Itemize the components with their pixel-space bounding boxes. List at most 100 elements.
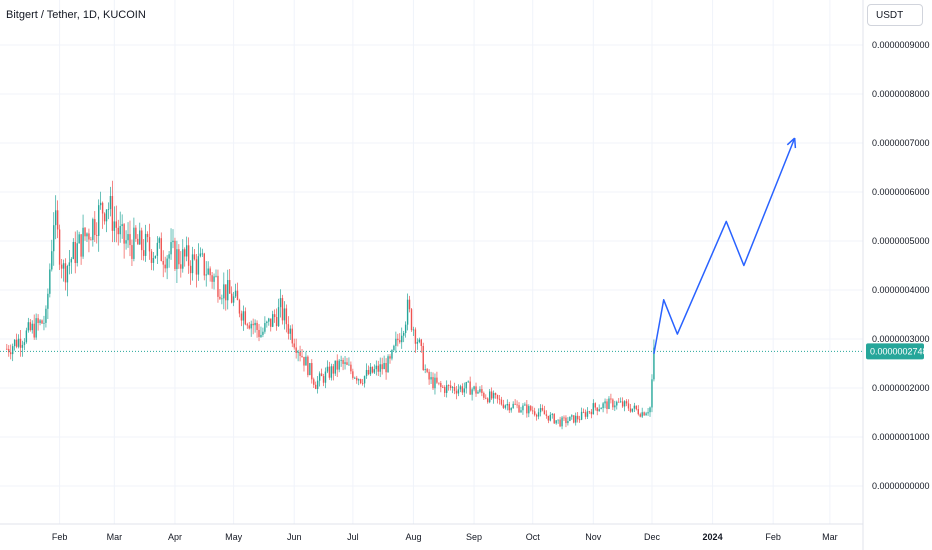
- candle-body: [342, 360, 344, 364]
- candle-body: [516, 404, 518, 406]
- candle-body: [340, 360, 342, 361]
- candle-body: [98, 205, 100, 236]
- candle-body: [217, 275, 219, 297]
- candle-body: [506, 404, 508, 406]
- candle-body: [82, 227, 84, 257]
- candle-body: [612, 399, 614, 408]
- candle-body: [401, 335, 403, 343]
- candle-body: [76, 243, 78, 264]
- candle-body: [313, 379, 315, 385]
- candle-body: [270, 318, 272, 327]
- candle-body: [88, 233, 90, 240]
- candle-body: [584, 412, 587, 417]
- candle-body: [348, 364, 350, 366]
- candle-body: [473, 386, 475, 390]
- candle-body: [119, 226, 121, 235]
- time-axis[interactable]: Feb Mar Apr May Jun Jul Aug Sep Oct Nov Dec 2024 Feb…: [52, 532, 838, 542]
- candle-body: [295, 347, 297, 353]
- candle-body: [225, 284, 227, 301]
- candle-body: [580, 411, 583, 420]
- candle-body: [109, 196, 112, 210]
- candle-body: [637, 409, 639, 415]
- candle-body: [629, 408, 632, 412]
- candle-body: [494, 393, 497, 395]
- candle-body: [315, 384, 317, 389]
- candle-body: [533, 411, 536, 415]
- candle-body: [397, 338, 399, 341]
- candle-body: [47, 293, 49, 309]
- candle-body: [299, 351, 301, 356]
- candle-body: [86, 233, 88, 237]
- candle-body: [62, 263, 65, 269]
- candle-body: [139, 230, 141, 245]
- candle-body: [191, 254, 194, 274]
- candle-body: [623, 401, 626, 407]
- x-tick-label: Feb: [765, 532, 781, 542]
- candle-body: [356, 377, 358, 381]
- candle-body: [471, 389, 473, 395]
- candle-body: [483, 392, 485, 398]
- candle-body: [127, 234, 129, 241]
- candle-body: [406, 299, 409, 325]
- candle-body: [385, 362, 387, 373]
- y-tick-label: 0.0000007000: [872, 138, 930, 148]
- candle-body: [457, 389, 460, 394]
- candle-body: [426, 369, 428, 372]
- price-axis[interactable]: 0.0000009000 0.0000008000 0.0000007000 0.00…: [872, 40, 930, 491]
- candle-body: [256, 322, 258, 330]
- x-tick-label: Sep: [466, 532, 482, 542]
- candle-body: [324, 371, 327, 383]
- candle-body: [643, 412, 645, 416]
- y-tick-label: 0.0000009000: [872, 40, 930, 50]
- currency-selector-button[interactable]: USDT: [867, 4, 923, 26]
- candle-body: [92, 219, 94, 240]
- candle-body: [369, 366, 372, 375]
- candle-body: [393, 345, 395, 350]
- candle-body: [588, 411, 591, 413]
- candle-body: [479, 389, 481, 392]
- candle-body: [436, 377, 438, 383]
- candle-body: [262, 331, 264, 335]
- candle-body: [600, 408, 602, 410]
- candle-body: [213, 276, 215, 282]
- candle-body: [311, 363, 313, 380]
- candle-body: [53, 225, 55, 252]
- candle-body: [485, 397, 487, 399]
- candle-body: [240, 313, 243, 321]
- candle-body: [363, 376, 366, 384]
- candle-body: [631, 408, 634, 412]
- candle-body: [571, 415, 573, 417]
- candle-body: [301, 355, 303, 357]
- candle-body: [113, 221, 116, 231]
- candle-body: [344, 362, 346, 364]
- candle-body: [449, 385, 452, 388]
- projection-arrow[interactable]: [653, 137, 797, 354]
- candle-body: [289, 328, 291, 334]
- candle-body: [156, 242, 159, 256]
- candle-body: [475, 386, 477, 394]
- candle-body: [309, 363, 311, 376]
- candle-body: [334, 360, 336, 374]
- candle-body: [578, 419, 581, 421]
- projection-arrow-line[interactable]: [653, 137, 796, 354]
- candle-body: [272, 314, 274, 327]
- candle-body: [375, 365, 378, 370]
- candle-body: [518, 405, 520, 413]
- candle-body: [543, 410, 546, 415]
- candle-body: [227, 280, 229, 301]
- candle-body: [379, 364, 381, 372]
- candle-body: [33, 323, 35, 338]
- candle-body: [627, 403, 630, 409]
- y-tick-label: 0.0000002000: [872, 383, 930, 393]
- candle-body: [238, 300, 241, 314]
- candle-body: [99, 202, 102, 206]
- x-tick-label: 2024: [703, 532, 723, 542]
- candle-body: [316, 380, 319, 389]
- candle-body: [264, 323, 266, 332]
- x-tick-label: Jun: [287, 532, 302, 542]
- candle-body: [528, 406, 530, 414]
- candle-body: [586, 411, 589, 417]
- candle-body: [8, 348, 10, 353]
- candle-body: [23, 342, 26, 345]
